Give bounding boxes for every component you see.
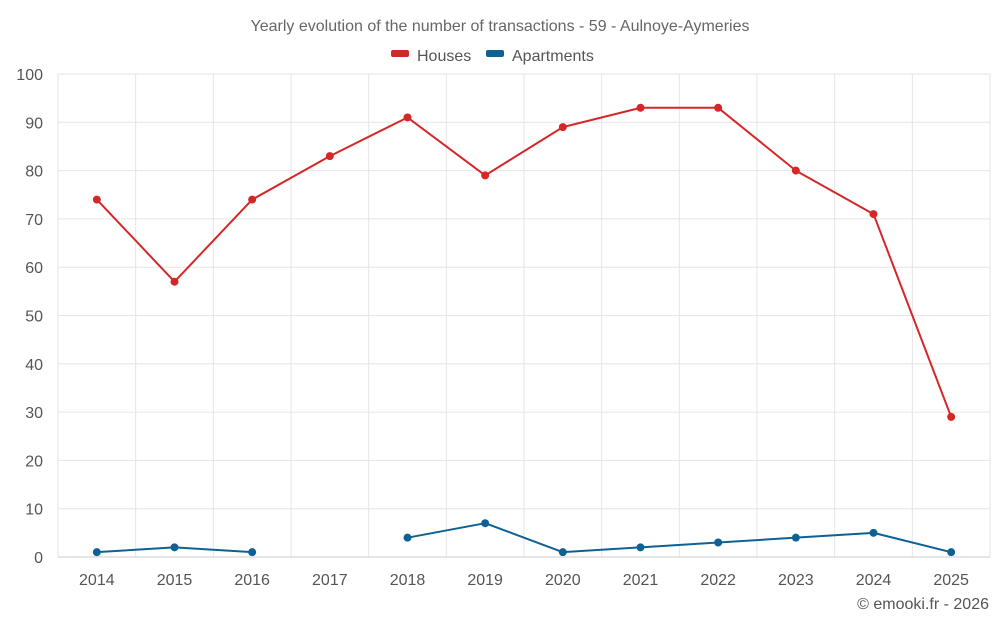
legend-swatch-houses <box>391 50 409 57</box>
y-tick-label-10: 10 <box>25 502 43 519</box>
data-point-apartments-2023[interactable] <box>791 533 800 542</box>
y-tick-label-50: 50 <box>25 309 43 326</box>
x-tick-label-2017: 2017 <box>312 572 348 589</box>
data-point-apartments-2016[interactable] <box>248 548 257 557</box>
y-tick-label-100: 100 <box>16 67 43 84</box>
y-tick-label-80: 80 <box>25 164 43 181</box>
chart-title: Yearly evolution of the number of transa… <box>251 18 750 35</box>
grid <box>57 73 991 558</box>
data-point-apartments-2021[interactable] <box>636 543 645 552</box>
data-point-houses-2014[interactable] <box>92 195 101 204</box>
data-point-houses-2018[interactable] <box>403 113 412 122</box>
data-point-houses-2024[interactable] <box>869 210 878 219</box>
legend-swatch-apartments <box>486 50 504 57</box>
x-tick-label-2024: 2024 <box>856 572 892 589</box>
x-tick-label-2015: 2015 <box>157 572 193 589</box>
x-tick-label-2020: 2020 <box>545 572 581 589</box>
x-tick-label-2019: 2019 <box>467 572 503 589</box>
data-point-houses-2021[interactable] <box>636 103 645 112</box>
legend: Houses Apartments <box>391 48 594 65</box>
x-axis: 2014 2015 2016 2017 2018 2019 2020 2021 2022 2023… <box>58 556 990 589</box>
data-point-houses-2025[interactable] <box>947 412 956 421</box>
x-tick-label-2018: 2018 <box>390 572 426 589</box>
y-tick-label-0: 0 <box>34 550 43 567</box>
data-point-apartments-2019[interactable] <box>481 519 490 528</box>
x-tick-label-2022: 2022 <box>700 572 736 589</box>
data-point-apartments-2020[interactable] <box>558 548 567 557</box>
x-tick-label-2023: 2023 <box>778 572 814 589</box>
y-tick-label-20: 20 <box>25 453 43 470</box>
series-houses <box>92 103 956 421</box>
series-apartments <box>92 519 956 557</box>
legend-label-houses: Houses <box>417 48 471 65</box>
x-tick-label-2016: 2016 <box>234 572 270 589</box>
legend-item-houses[interactable]: Houses <box>391 48 471 65</box>
data-point-houses-2022[interactable] <box>714 103 723 112</box>
data-point-houses-2017[interactable] <box>325 152 334 161</box>
data-point-houses-2020[interactable] <box>558 123 567 132</box>
y-tick-label-60: 60 <box>25 260 43 277</box>
series <box>92 103 956 557</box>
data-point-apartments-2022[interactable] <box>714 538 723 547</box>
data-point-apartments-2018[interactable] <box>403 533 412 542</box>
y-tick-label-30: 30 <box>25 405 43 422</box>
legend-label-apartments: Apartments <box>512 48 594 65</box>
data-point-apartments-2014[interactable] <box>92 548 101 557</box>
legend-item-apartments[interactable]: Apartments <box>486 48 594 65</box>
y-axis: 0 10 20 30 40 50 60 70 80 90 100 <box>16 67 43 567</box>
data-point-apartments-2025[interactable] <box>947 548 956 557</box>
series-line-houses <box>96 106 953 418</box>
y-tick-label-40: 40 <box>25 357 43 374</box>
data-point-houses-2016[interactable] <box>248 195 257 204</box>
data-point-houses-2023[interactable] <box>791 166 800 175</box>
data-point-houses-2015[interactable] <box>170 277 179 286</box>
y-tick-label-90: 90 <box>25 115 43 132</box>
x-tick-label-2014: 2014 <box>79 572 115 589</box>
x-tick-label-2025: 2025 <box>933 572 969 589</box>
data-point-apartments-2024[interactable] <box>869 528 878 537</box>
credit-text: © emooki.fr - 2026 <box>857 596 989 613</box>
data-point-houses-2019[interactable] <box>481 171 490 180</box>
y-tick-label-70: 70 <box>25 212 43 229</box>
x-tick-label-2021: 2021 <box>623 572 659 589</box>
data-point-apartments-2015[interactable] <box>170 543 179 552</box>
